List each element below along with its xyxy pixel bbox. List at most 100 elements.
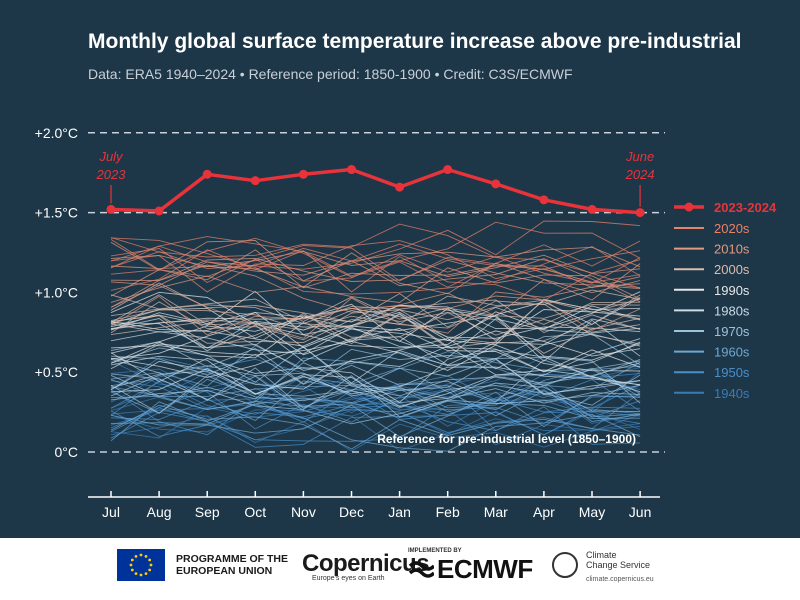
decade-line-2000s bbox=[110, 294, 641, 344]
y-tick-label: +2.0°C bbox=[35, 125, 78, 141]
reference-label: Reference for pre-industrial level (1850… bbox=[377, 432, 636, 446]
decade-line-1980s bbox=[110, 304, 641, 362]
legend-label-2020s: 2020s bbox=[714, 221, 750, 236]
decade-line-1940s bbox=[110, 368, 641, 417]
decade-line-1950s bbox=[110, 381, 641, 431]
annotation-month: July bbox=[98, 149, 124, 164]
series-point-2023-2024 bbox=[202, 169, 212, 179]
decade-line-1970s bbox=[110, 346, 641, 397]
decade-line-1970s bbox=[110, 375, 641, 414]
y-tick-label: +0.5°C bbox=[35, 364, 78, 380]
decade-line-2000s bbox=[110, 309, 641, 354]
decade-line-2020s bbox=[110, 237, 641, 295]
x-tick-label: May bbox=[579, 504, 605, 520]
x-tick-label: Mar bbox=[484, 504, 508, 520]
decade-line-2020s bbox=[110, 240, 641, 293]
series-point-2023-2024 bbox=[587, 204, 597, 214]
decade-line-2000s bbox=[110, 301, 641, 331]
ecmwf-logo: IMPLEMENTED BY ECMWF bbox=[408, 548, 533, 585]
x-tick-label: Oct bbox=[244, 504, 266, 520]
eu-programme-label: PROGRAMME OF THE EUROPEAN UNION bbox=[176, 553, 288, 577]
ecmwf-wordmark: ECMWF bbox=[437, 554, 533, 584]
annotation-month: June bbox=[625, 149, 654, 164]
x-tick-label: Aug bbox=[147, 504, 172, 520]
decade-line-2020s bbox=[110, 223, 641, 274]
decade-line-2020s bbox=[110, 220, 641, 270]
series-point-2023-2024 bbox=[106, 204, 116, 214]
series-line-2023-2024 bbox=[110, 167, 641, 215]
x-tick-label: Feb bbox=[436, 504, 460, 520]
legend-label-1970s: 1970s bbox=[714, 324, 750, 339]
decade-line-1990s bbox=[110, 303, 641, 342]
annotation-year: 2024 bbox=[625, 167, 655, 182]
series-point-2023-2024 bbox=[443, 165, 453, 175]
x-tick-label: Jan bbox=[388, 504, 411, 520]
x-tick-label: Jun bbox=[629, 504, 652, 520]
decade-line-2010s bbox=[110, 250, 641, 278]
y-tick-label: +1.5°C bbox=[35, 205, 78, 221]
decade-line-2020s bbox=[110, 245, 641, 289]
series-point-2023-2024 bbox=[635, 208, 645, 218]
ccs-line-2: Change Service bbox=[586, 560, 651, 570]
annotation-year: 2023 bbox=[96, 167, 127, 182]
decade-line-2000s bbox=[110, 312, 641, 349]
decade-line-2010s bbox=[110, 257, 641, 308]
copernicus-c-icon: C bbox=[302, 550, 319, 577]
series-point-2023-2024 bbox=[347, 165, 356, 175]
legend-label-2000s: 2000s bbox=[714, 262, 750, 277]
ccs-line-1: Climate bbox=[586, 550, 617, 560]
x-tick-label: Apr bbox=[533, 504, 555, 520]
decade-line-1980s bbox=[110, 318, 641, 366]
x-tick-label: Dec bbox=[339, 504, 364, 520]
series-point-2023-2024 bbox=[395, 182, 405, 192]
series-point-2023-2024 bbox=[491, 179, 501, 189]
footer-logos: PROGRAMME OF THE EUROPEAN UNION Copernic… bbox=[0, 538, 800, 600]
decade-line-2020s bbox=[110, 221, 641, 277]
legend-label-1960s: 1960s bbox=[714, 345, 750, 360]
decade-line-1980s bbox=[110, 333, 641, 384]
decade-line-2000s bbox=[110, 299, 641, 349]
eu-line-1: PROGRAMME OF THE bbox=[176, 553, 288, 565]
decade-line-2010s bbox=[110, 240, 641, 282]
chart-title: Monthly global surface temperature incre… bbox=[88, 30, 742, 53]
series-point-2023-2024 bbox=[539, 195, 549, 205]
series-point-2023-2024 bbox=[250, 176, 260, 186]
decade-line-1960s bbox=[110, 404, 641, 450]
legend-label-1980s: 1980s bbox=[714, 303, 750, 318]
copernicus-tagline: Europe's eyes on Earth bbox=[312, 575, 385, 582]
legend-label-1990s: 1990s bbox=[714, 283, 750, 298]
implemented-by-label: IMPLEMENTED BY bbox=[408, 548, 462, 554]
legend-label-2010s: 2010s bbox=[714, 242, 750, 257]
decade-line-1980s bbox=[110, 350, 641, 396]
ccs-circle-icon bbox=[552, 552, 578, 578]
decade-line-2020s bbox=[110, 239, 641, 284]
decade-line-1990s bbox=[110, 315, 641, 361]
temperature-chart: +2.0°C +1.5°C +1.0°C +0.5°C 0°C Jul Aug Sep Oct N… bbox=[35, 125, 777, 520]
decade-line-2020s bbox=[110, 243, 641, 270]
eu-line-2: EUROPEAN UNION bbox=[176, 565, 273, 577]
eu-flag-icon bbox=[117, 549, 165, 581]
decade-line-1980s bbox=[110, 355, 641, 408]
decade-line-1940s bbox=[110, 396, 641, 446]
decade-line-1960s bbox=[110, 345, 641, 390]
legend-label-1950s: 1950s bbox=[714, 365, 750, 380]
x-tick-label: Nov bbox=[291, 504, 316, 520]
decade-line-1990s bbox=[110, 298, 641, 349]
decade-line-1980s bbox=[110, 366, 641, 395]
series-point-2023-2024 bbox=[154, 206, 164, 216]
y-tick-label: 0°C bbox=[55, 444, 79, 460]
legend-marker-2023-2024 bbox=[684, 202, 694, 212]
decade-line-1950s bbox=[110, 402, 641, 445]
legend-label-1940s: 1940s bbox=[714, 386, 750, 401]
decade-line-2000s bbox=[110, 295, 641, 345]
ecmwf-waves-icon bbox=[408, 561, 434, 578]
decade-line-2020s bbox=[110, 237, 641, 288]
decade-line-1940s bbox=[110, 369, 641, 414]
y-tick-label: +1.0°C bbox=[35, 284, 78, 300]
decade-line-1990s bbox=[110, 291, 641, 339]
decade-line-1950s bbox=[110, 395, 641, 424]
ccs-url: climate.copernicus.eu bbox=[586, 576, 654, 583]
decade-line-1980s bbox=[110, 349, 641, 403]
series-point-2023-2024 bbox=[298, 169, 308, 179]
ccs-label: Climate Change Service bbox=[586, 550, 650, 570]
